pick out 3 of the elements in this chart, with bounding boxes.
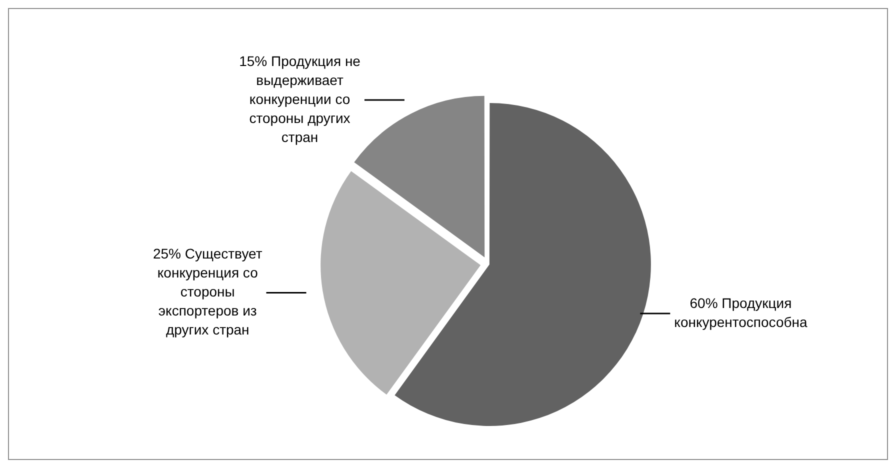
slice-label: 25% Существует конкуренция со стороны экспортеров из других стран [152,246,263,338]
slice-label: 60% Продукция конкурентоспособна [674,294,808,330]
slice-label: 15% Продукция не выдерживает конкуренции со стороны других стран [239,52,361,145]
